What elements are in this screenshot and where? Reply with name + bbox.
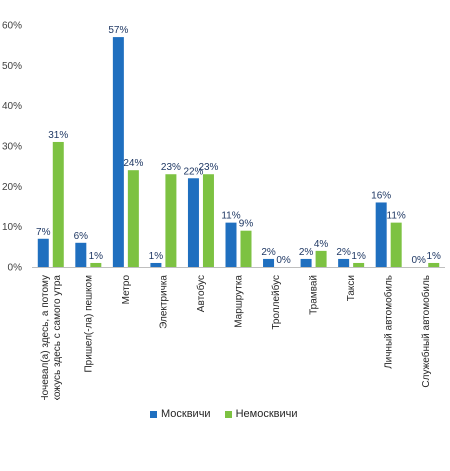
bar-chart: 0% 10% 20% 30% 40% 50% 60% 7% 31% Ночевал(а) здес… [2,21,445,400]
x-category-label: Такси [346,275,357,301]
data-label: 9% [239,219,254,230]
bar-non-moscow [202,174,214,267]
data-label: 1% [89,251,104,262]
data-label: 1% [427,251,442,262]
data-label: 1% [149,251,164,262]
data-label: 23% [161,162,181,173]
data-label: 2% [299,247,314,258]
bar-moscow [37,238,49,267]
data-label: 2% [261,247,276,258]
bar-non-moscow [52,141,64,267]
data-label: 2% [336,247,351,258]
x-category-label: Личный автомобиль [383,275,395,369]
x-category-label: Маршрутка [234,275,245,328]
bar-moscow [338,258,350,267]
bar-moscow [150,262,162,267]
bar-moscow [75,242,87,267]
bar-moscow [112,37,124,267]
data-label: 23% [198,162,218,173]
legend-swatch-non-moscow [224,410,232,418]
bar-moscow [300,258,312,267]
bar-non-moscow [390,222,402,267]
y-tick-label: 30% [2,142,22,153]
bar-non-moscow [90,262,102,267]
x-category-label: Служебный автомобиль [420,275,432,388]
data-label: 6% [74,231,89,242]
bar-non-moscow [428,262,440,267]
bar-non-moscow [353,262,365,267]
bar-moscow [225,222,237,267]
y-tick-label: 10% [2,222,22,233]
data-label: 1% [351,251,366,262]
data-label: 11% [387,211,406,222]
y-tick-label: 60% [2,21,22,32]
bar-non-moscow [315,250,327,267]
legend-label-moscow: Москвичи [161,408,211,420]
bar-moscow [263,258,275,267]
bar-non-moscow [240,230,252,267]
data-label: 0% [276,255,291,266]
data-label: 57% [108,25,128,36]
x-category-label: Метро [121,275,132,305]
data-label: 4% [314,239,329,250]
legend-item-moscow: Москвичи [150,408,211,420]
x-category-label: Пришел(-ла) пешком [83,275,94,373]
data-label: 0% [412,255,427,266]
data-label: 31% [48,130,68,141]
y-tick-label: 40% [2,101,22,112]
x-category-label: Троллейбус [270,275,282,330]
legend-swatch-moscow [150,410,157,418]
x-category-label: Ночевал(а) здесь, а потомунахожусь здесь… [40,275,63,400]
data-label: 11% [221,211,240,222]
x-category-label: Автобус [195,275,207,312]
y-tick-label: 50% [2,61,22,72]
data-label: 24% [123,158,143,169]
bar-non-moscow [127,170,139,267]
data-label: 7% [36,227,51,238]
bar-moscow [375,202,387,267]
data-label: 16% [371,190,391,201]
y-tick-label: 20% [2,182,22,193]
y-tick-label: 0% [8,263,23,274]
data-label: 22% [183,166,203,177]
legend-item-non-moscow: Немосквичи [224,408,298,420]
chart-legend: Москвичи Немосквичи [150,408,298,420]
bar-moscow [187,178,199,267]
legend-label-non-moscow: Немосквичи [235,408,298,420]
bar-non-moscow [165,174,177,267]
x-category-label: Трамвай [309,275,320,315]
x-category-label: Электричка [158,275,169,329]
